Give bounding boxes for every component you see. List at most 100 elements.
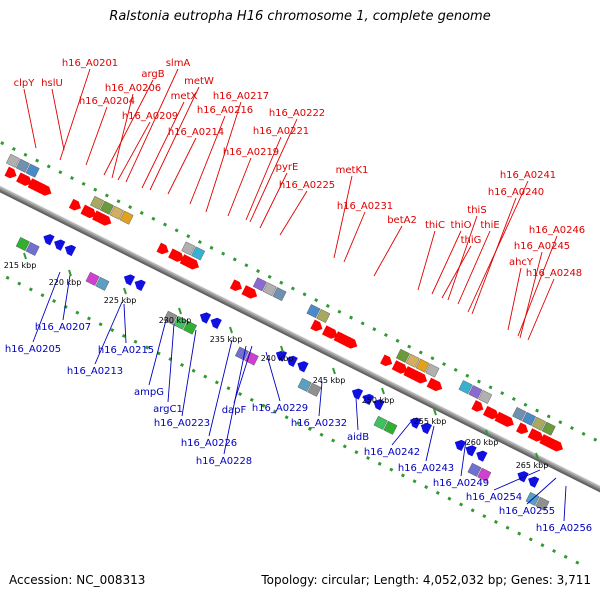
gene-label-h16_a0204[interactable]: h16_A0204 <box>79 96 135 107</box>
gene-label-ahcy[interactable]: ahcY <box>509 257 534 268</box>
gene-label-h16_a0222[interactable]: h16_A0222 <box>269 108 325 119</box>
gene-label-hslu[interactable]: hslU <box>41 78 63 89</box>
gene-label-h16_a0242[interactable]: h16_A0242 <box>364 447 420 458</box>
gene-arrow <box>516 422 529 435</box>
gene-arrow <box>517 471 529 483</box>
label-leader-line <box>103 79 154 176</box>
label-leader-line <box>227 157 252 217</box>
gene-label-h16_a0214[interactable]: h16_A0214 <box>168 127 224 138</box>
gene-arrow <box>168 248 184 262</box>
gene-label-h16_a0219[interactable]: h16_A0219 <box>223 147 279 158</box>
gene-label-h16_a0206[interactable]: h16_A0206 <box>105 83 161 94</box>
gene-arrow <box>134 279 146 291</box>
gene-label-thie[interactable]: thiE <box>480 220 499 231</box>
gene-label-h16_a0243[interactable]: h16_A0243 <box>398 463 454 474</box>
gene-label-h16_a0240[interactable]: h16_A0240 <box>488 187 544 198</box>
kbp-tick-label: 260 kbp <box>466 438 499 447</box>
gene-label-thio[interactable]: thiO <box>451 220 472 231</box>
gene-label-argc1[interactable]: argC1 <box>153 404 183 415</box>
label-leader-line <box>265 351 281 402</box>
gene-arrow <box>426 377 443 392</box>
gene-label-h16_a0209[interactable]: h16_A0209 <box>122 111 178 122</box>
gene-label-h16_a0229[interactable]: h16_A0229 <box>252 403 308 414</box>
gene-label-clpy[interactable]: clpY <box>14 78 36 89</box>
kbp-tick-label: 225 kbp <box>104 296 137 305</box>
gene-box <box>244 351 259 366</box>
gene-box <box>252 277 267 292</box>
gene-box <box>262 282 277 297</box>
gene-box <box>395 348 410 363</box>
kbp-tick-mark <box>381 387 385 395</box>
gene-label-metw[interactable]: metW <box>184 76 214 87</box>
gene-label-h16_a0228[interactable]: h16_A0228 <box>196 456 252 467</box>
label-leader-line <box>447 215 478 301</box>
gene-label-aidb[interactable]: aidB <box>347 432 369 443</box>
chromosome-backbone <box>0 181 600 501</box>
label-leader-line <box>94 301 123 365</box>
gene-box <box>541 421 556 436</box>
gene-label-h16_a0221[interactable]: h16_A0221 <box>253 126 309 137</box>
gene-label-h16_a0201[interactable]: h16_A0201 <box>62 58 118 69</box>
kbp-tick-mark <box>485 429 489 437</box>
kbp-tick-label: 235 kbp <box>210 335 243 344</box>
gene-label-argb[interactable]: argB <box>141 69 164 80</box>
gene-box <box>535 496 550 511</box>
top-gene-labels: clpY hslU h16_A0201 argB h16_A0206 h16_A0204 s… <box>14 58 585 341</box>
gene-box <box>531 416 546 431</box>
label-leader-line <box>59 68 91 161</box>
gene-label-h16_a0256[interactable]: h16_A0256 <box>536 523 592 534</box>
gene-label-ampg[interactable]: ampG <box>134 387 164 398</box>
gene-label-h16_a0232[interactable]: h16_A0232 <box>291 418 347 429</box>
kbp-tick-mark <box>229 326 233 334</box>
gene-label-dapf[interactable]: dapF <box>222 405 247 416</box>
label-leader-line <box>343 211 366 263</box>
gene-label-h16_a0223[interactable]: h16_A0223 <box>154 418 210 429</box>
gene-label-pyre[interactable]: pyrE <box>276 162 299 173</box>
kbp-tick-label: 220 kbp <box>49 278 82 287</box>
gene-arrow <box>275 350 288 362</box>
label-leader-line <box>507 267 522 331</box>
gene-label-h16_a0241[interactable]: h16_A0241 <box>500 170 556 181</box>
gene-box <box>183 320 198 335</box>
gene-label-thig[interactable]: thiG <box>461 235 482 246</box>
gene-label-h16_a0231[interactable]: h16_A0231 <box>337 201 393 212</box>
gene-label-metk1[interactable]: metK1 <box>336 165 369 176</box>
kbp-tick-label: 255 kbp <box>414 417 447 426</box>
gene-box <box>99 200 114 215</box>
gene-label-this[interactable]: thiS <box>467 205 486 216</box>
gene-label-h16_a0248[interactable]: h16_A0248 <box>526 268 582 279</box>
gene-box <box>25 163 40 178</box>
gene-label-h16_a0216[interactable]: h16_A0216 <box>197 105 253 116</box>
gene-label-h16_a0215[interactable]: h16_A0215 <box>98 345 154 356</box>
label-leader-line <box>149 86 200 191</box>
label-leader-line <box>391 417 415 446</box>
gene-label-h16_a0255[interactable]: h16_A0255 <box>499 506 555 517</box>
gene-label-h16_a0249[interactable]: h16_A0249 <box>433 478 489 489</box>
gene-label-thic[interactable]: thiC <box>425 220 445 231</box>
gene-label-metx[interactable]: metX <box>171 91 198 102</box>
gene-label-h16_a0246[interactable]: h16_A0246 <box>529 225 585 236</box>
gene-label-beta2[interactable]: betA2 <box>387 215 417 226</box>
gene-label-h16_a0245[interactable]: h16_A0245 <box>514 241 570 252</box>
gene-label-h16_a0207[interactable]: h16_A0207 <box>35 322 91 333</box>
gene-label-h16_a0225[interactable]: h16_A0225 <box>279 180 335 191</box>
gene-arrow <box>156 242 169 255</box>
gene-arrow <box>415 371 428 384</box>
gene-arrow <box>92 210 112 226</box>
gene-label-slma[interactable]: slmA <box>166 58 191 69</box>
gene-label-h16_a0205[interactable]: h16_A0205 <box>5 344 61 355</box>
gene-arrow <box>68 198 81 211</box>
label-leader-line <box>233 345 253 404</box>
kbp-tick-mark <box>23 252 27 260</box>
label-leader-line <box>167 323 175 403</box>
gene-label-h16_a0217[interactable]: h16_A0217 <box>213 91 269 102</box>
gene-arrow <box>179 254 200 270</box>
gene-label-h16_a0254[interactable]: h16_A0254 <box>466 492 522 503</box>
gene-arrow <box>373 399 385 411</box>
gene-arrow <box>482 405 499 420</box>
gene-label-h16_a0226[interactable]: h16_A0226 <box>181 438 237 449</box>
gene-label-h16_a0213[interactable]: h16_A0213 <box>67 366 123 377</box>
bottom-tick-track <box>0 246 584 567</box>
gene-box <box>181 241 196 256</box>
gene-arrow <box>351 388 364 400</box>
